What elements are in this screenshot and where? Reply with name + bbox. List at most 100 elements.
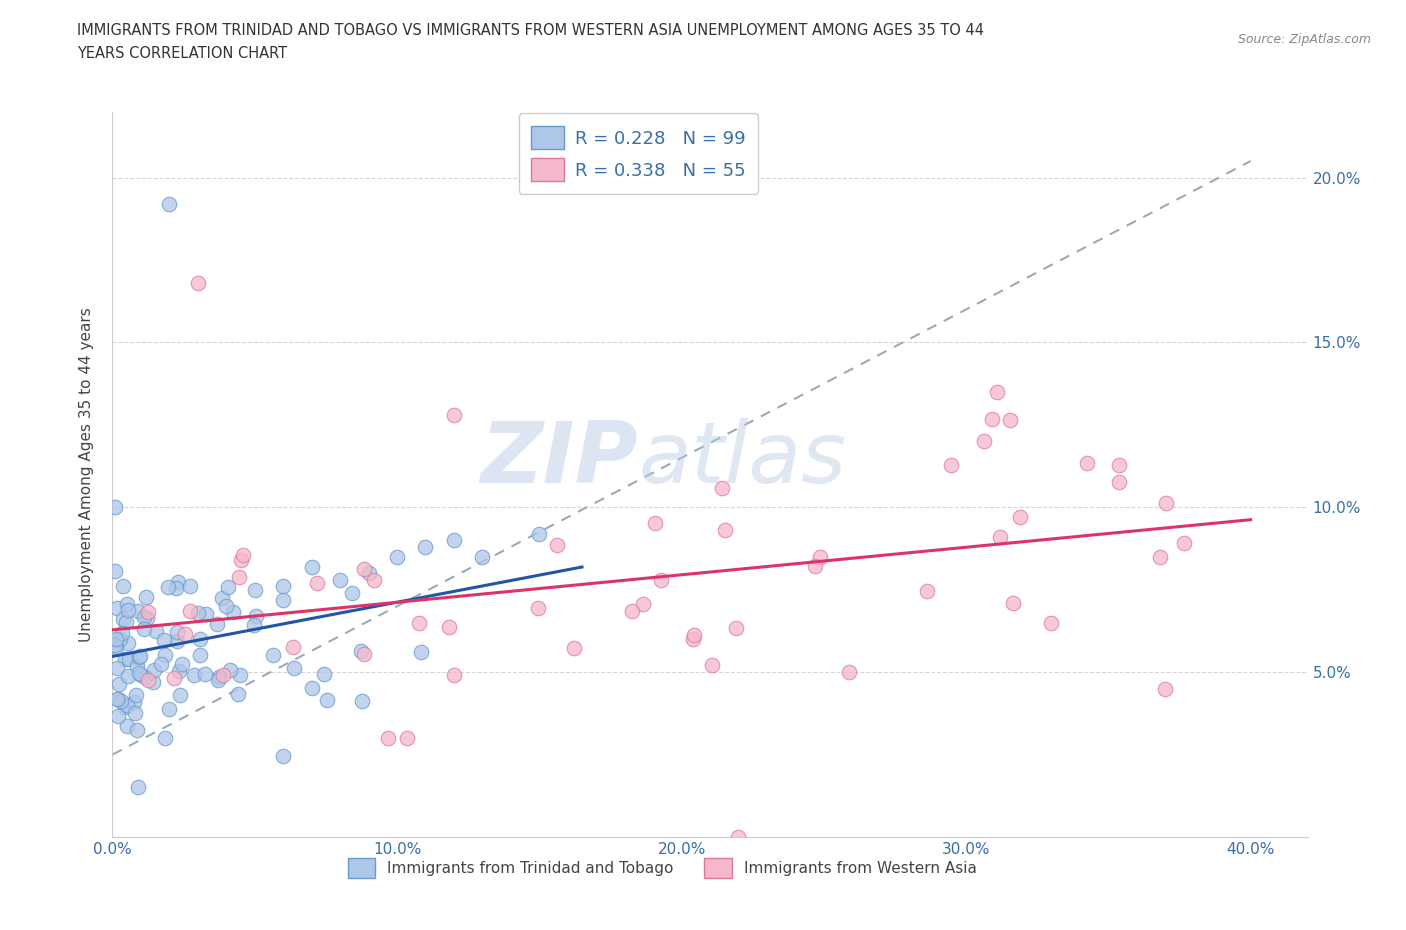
Point <box>104 499 127 514</box>
Point <box>353 646 375 661</box>
Point <box>682 631 704 646</box>
Point <box>194 666 217 681</box>
Point <box>128 649 150 664</box>
Point <box>443 407 465 422</box>
Point <box>329 572 352 587</box>
Point <box>165 580 187 595</box>
Point <box>353 562 375 577</box>
Point <box>207 616 229 631</box>
Point <box>135 590 157 604</box>
Text: atlas: atlas <box>638 418 846 501</box>
Point <box>219 663 242 678</box>
Point <box>153 632 176 647</box>
Point <box>211 591 233 605</box>
Point <box>129 668 152 683</box>
Point <box>562 640 585 655</box>
Point <box>941 458 963 472</box>
Point <box>170 657 193 671</box>
Y-axis label: Unemployment Among Ages 35 to 44 years: Unemployment Among Ages 35 to 44 years <box>79 307 94 642</box>
Text: IMMIGRANTS FROM TRINIDAD AND TOBAGO VS IMMIGRANTS FROM WESTERN ASIA UNEMPLOYMENT: IMMIGRANTS FROM TRINIDAD AND TOBAGO VS I… <box>77 23 984 38</box>
Point <box>124 705 146 720</box>
Point <box>163 671 186 685</box>
Point <box>711 481 734 496</box>
Point <box>437 620 460 635</box>
Point <box>271 592 294 607</box>
Point <box>307 576 329 591</box>
Point <box>471 550 494 565</box>
Point <box>217 579 239 594</box>
Point <box>527 601 550 616</box>
Point <box>110 694 132 709</box>
Point <box>650 573 672 588</box>
Point <box>973 434 995 449</box>
Point <box>153 731 176 746</box>
Point <box>117 635 139 650</box>
Point <box>281 640 304 655</box>
Point <box>631 597 654 612</box>
Point <box>118 651 141 666</box>
Point <box>357 565 380 580</box>
Point <box>986 384 1008 399</box>
Point <box>620 604 643 618</box>
Point <box>443 533 465 548</box>
Point <box>136 672 159 687</box>
Point <box>1108 474 1130 489</box>
Point <box>1108 458 1130 472</box>
Point <box>231 552 253 567</box>
Point <box>243 618 266 632</box>
Point <box>128 666 150 681</box>
Point <box>112 578 135 593</box>
Point <box>132 621 155 636</box>
Point <box>207 672 229 687</box>
Point <box>546 538 568 552</box>
Point <box>114 652 136 667</box>
Point <box>155 647 177 662</box>
Point <box>188 631 211 646</box>
Point <box>166 625 188 640</box>
Point <box>108 631 131 646</box>
Point <box>187 275 209 290</box>
Point <box>111 626 134 641</box>
Point <box>1154 681 1177 696</box>
Point <box>108 677 131 692</box>
Point <box>315 693 337 708</box>
Point <box>988 529 1011 544</box>
Point <box>169 687 191 702</box>
Point <box>228 569 250 584</box>
Point <box>125 688 148 703</box>
Point <box>157 701 180 716</box>
Point <box>167 663 190 678</box>
Point <box>115 698 138 712</box>
Point <box>105 661 128 676</box>
Point <box>682 628 704 643</box>
Point <box>808 550 831 565</box>
Legend: Immigrants from Trinidad and Tobago, Immigrants from Western Asia: Immigrants from Trinidad and Tobago, Imm… <box>342 852 983 883</box>
Point <box>136 604 159 619</box>
Point <box>104 640 127 655</box>
Point <box>243 582 266 597</box>
Point <box>145 623 167 638</box>
Point <box>215 599 238 614</box>
Point <box>187 605 209 620</box>
Point <box>700 658 723 672</box>
Point <box>125 658 148 673</box>
Point <box>104 638 127 653</box>
Point <box>150 657 173 671</box>
Point <box>271 749 294 764</box>
Point <box>122 695 145 710</box>
Point <box>271 579 294 594</box>
Point <box>1076 456 1098 471</box>
Point <box>174 627 197 642</box>
Point <box>228 668 250 683</box>
Point <box>363 572 385 587</box>
Point <box>980 411 1002 426</box>
Point <box>301 681 323 696</box>
Point <box>136 610 159 625</box>
Point <box>104 564 127 578</box>
Point <box>104 631 127 646</box>
Point <box>107 709 129 724</box>
Point <box>208 670 231 684</box>
Point <box>129 648 152 663</box>
Point <box>804 559 827 574</box>
Point <box>115 597 138 612</box>
